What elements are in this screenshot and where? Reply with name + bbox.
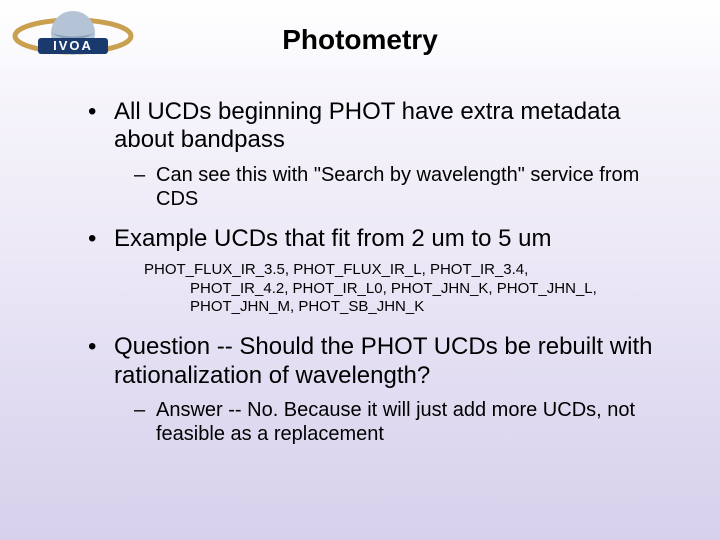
sub-bullet-item: Can see this with "Search by wavelength"… [70, 163, 670, 211]
bullet-item: Question -- Should the PHOT UCDs be rebu… [70, 333, 670, 390]
code-line: PHOT_FLUX_IR_3.5, PHOT_FLUX_IR_L, PHOT_I… [144, 261, 670, 280]
bullet-text: Question -- Should the PHOT UCDs be rebu… [114, 333, 652, 388]
bullet-item: All UCDs beginning PHOT have extra metad… [70, 98, 670, 155]
code-line: PHOT_IR_4.2, PHOT_IR_L0, PHOT_JHN_K, PHO… [144, 280, 670, 318]
bullet-item: Example UCDs that fit from 2 um to 5 um [70, 225, 670, 253]
ucd-code-list: PHOT_FLUX_IR_3.5, PHOT_FLUX_IR_L, PHOT_I… [70, 261, 670, 317]
sub-bullet-text: Answer -- No. Because it will just add m… [156, 399, 635, 445]
sub-bullet-text: Can see this with "Search by wavelength"… [156, 164, 639, 210]
slide-body: All UCDs beginning PHOT have extra metad… [70, 98, 670, 460]
bullet-text: All UCDs beginning PHOT have extra metad… [114, 98, 620, 153]
bullet-text: Example UCDs that fit from 2 um to 5 um [114, 225, 551, 252]
sub-bullet-item: Answer -- No. Because it will just add m… [70, 398, 670, 446]
slide-title: Photometry [0, 24, 720, 56]
